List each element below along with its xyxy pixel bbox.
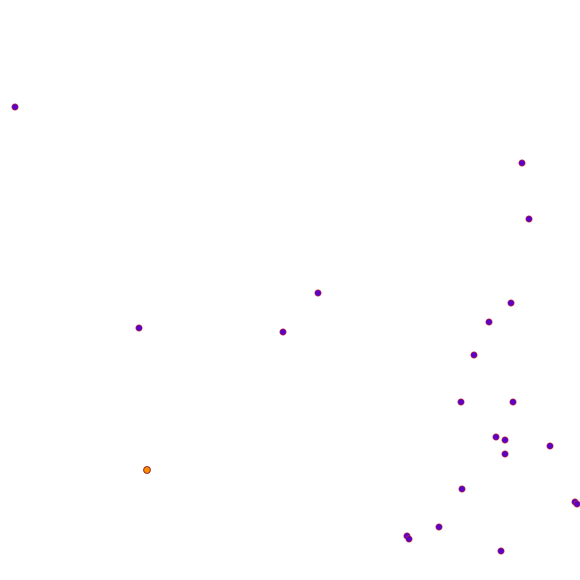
point-22	[497, 547, 505, 555]
point-19	[435, 523, 443, 531]
point-3	[525, 215, 533, 223]
point-18	[573, 500, 580, 508]
point-7	[279, 328, 287, 336]
point-10	[457, 398, 465, 406]
point-4	[314, 289, 322, 297]
point-13	[501, 436, 509, 444]
point-21	[405, 535, 413, 543]
point-9	[470, 351, 478, 359]
point-8	[485, 318, 493, 326]
point-1	[11, 103, 19, 111]
point-14	[546, 442, 554, 450]
point-5	[507, 299, 515, 307]
point-6	[135, 324, 143, 332]
point-15	[501, 450, 509, 458]
point-16	[458, 485, 466, 493]
highlighted-point	[143, 466, 151, 474]
point-2	[518, 159, 526, 167]
point-12	[492, 433, 500, 441]
point-11	[509, 398, 517, 406]
